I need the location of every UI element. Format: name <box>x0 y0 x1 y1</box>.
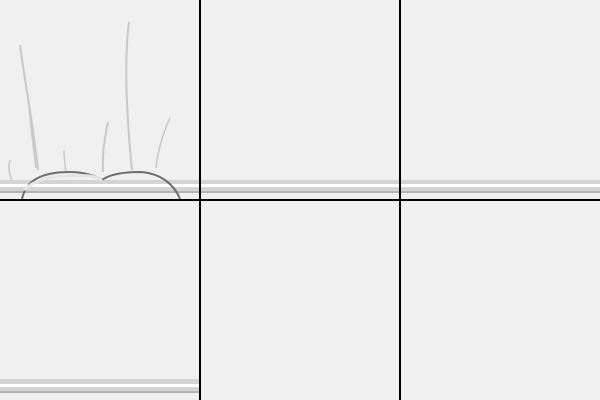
ledge-icon <box>201 0 399 199</box>
tile-4[interactable] <box>0 201 199 400</box>
tile-6[interactable] <box>401 201 600 400</box>
sketch-stems-icon <box>0 0 199 199</box>
tile-2[interactable] <box>201 0 399 199</box>
tile-1[interactable] <box>0 0 199 199</box>
ledge-icon <box>401 0 600 199</box>
tile-3[interactable] <box>401 0 600 199</box>
ledge-icon <box>0 201 199 400</box>
blank-tile <box>401 201 600 400</box>
blank-tile <box>201 201 399 400</box>
tile-5[interactable] <box>201 201 399 400</box>
